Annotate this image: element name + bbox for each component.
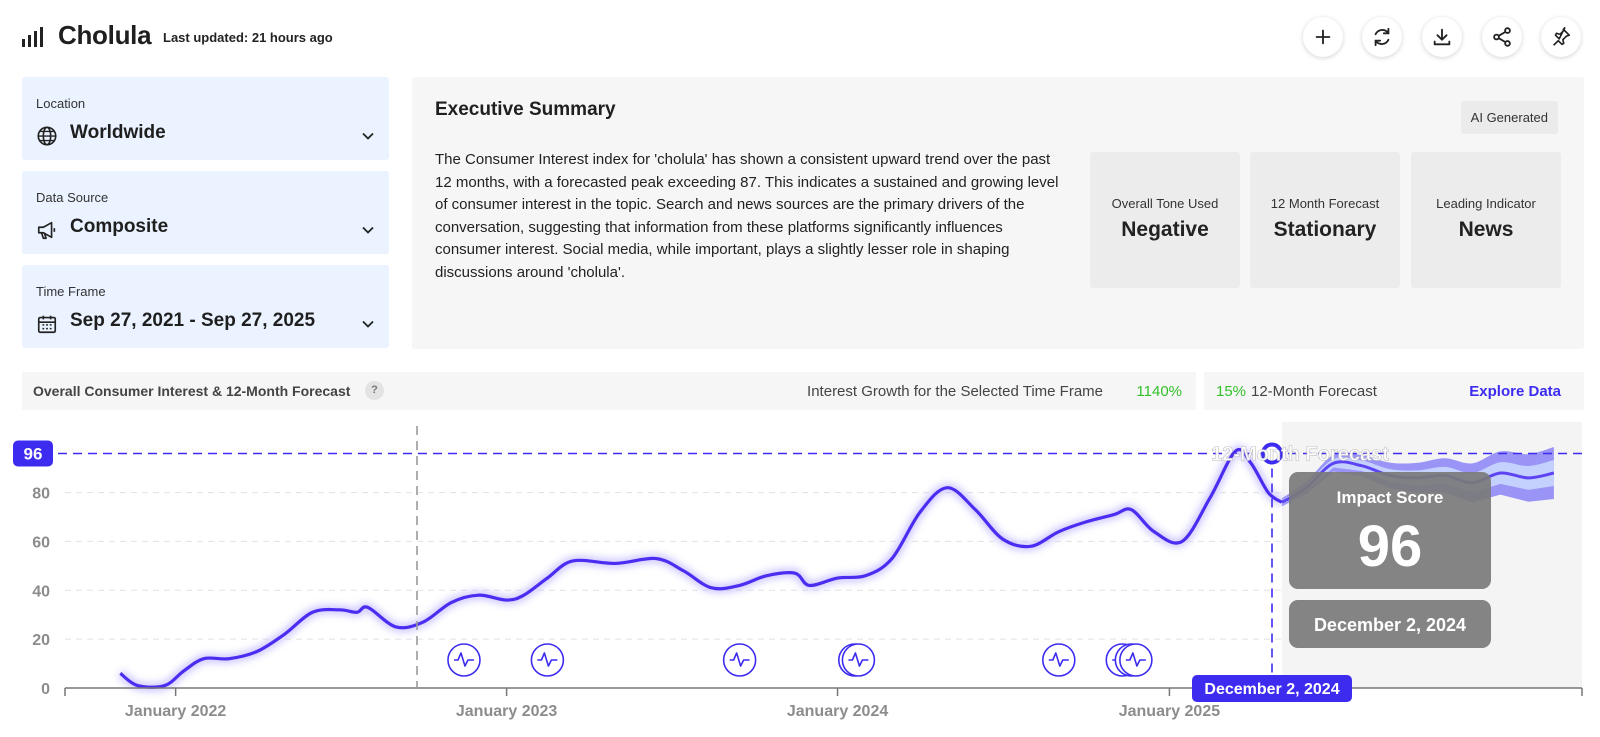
event-marker-circle[interactable] — [722, 643, 757, 677]
globe-icon — [37, 126, 57, 146]
tooltip-date-card — [1289, 600, 1491, 648]
chart-title: Overall Consumer Interest & 12-Month For… — [33, 383, 351, 399]
calendar-icon — [37, 315, 57, 334]
time-frame-label: Time Frame — [36, 284, 106, 299]
summary-title: Executive Summary — [435, 99, 616, 120]
event-marker[interactable] — [530, 643, 565, 677]
summary-text: The Consumer Interest index for 'cholula… — [435, 151, 1059, 281]
tooltip-title: Impact Score — [1337, 488, 1444, 507]
y-tick-label: 60 — [32, 534, 50, 551]
forecast-percent: 15% — [1216, 383, 1247, 400]
pin-button[interactable] — [1541, 17, 1581, 57]
event-marker-circle[interactable] — [530, 643, 565, 677]
event-marker[interactable] — [1042, 643, 1076, 677]
add-button[interactable] — [1303, 17, 1343, 57]
x-tick-label: January 2022 — [125, 703, 227, 720]
data-source-value: Composite — [70, 216, 169, 237]
chevron-down-icon — [362, 132, 374, 140]
stat-value: Negative — [1121, 218, 1209, 241]
event-marker[interactable] — [722, 643, 757, 677]
tooltip-date: December 2, 2024 — [1314, 615, 1466, 635]
event-marker[interactable] — [447, 643, 481, 677]
chevron-down-icon — [362, 320, 374, 328]
pulse-icon — [729, 652, 750, 667]
y-tick-label: 40 — [32, 583, 50, 600]
x-tick-label: January 2024 — [787, 703, 889, 720]
executive-summary-panel: Executive Summary AI Generated The Consu… — [412, 77, 1584, 349]
reference-value: 96 — [24, 444, 43, 463]
pulse-icon — [848, 652, 869, 667]
x-tick-label: January 2023 — [456, 703, 558, 720]
download-button[interactable] — [1422, 17, 1462, 57]
time-frame-value: Sep 27, 2021 - Sep 27, 2025 — [70, 310, 316, 331]
stat-card-leading-indicator: Leading Indicator News — [1411, 152, 1561, 288]
pulse-icon — [537, 652, 558, 667]
stat-label: 12 Month Forecast — [1270, 196, 1380, 211]
bar-chart-icon — [22, 27, 43, 47]
tooltip-card — [1289, 472, 1491, 589]
consumer-interest-chart[interactable]: 0 20 40 60 80 January 2022 January 2023 January… — [0, 420, 1600, 737]
event-marker[interactable] — [1119, 643, 1153, 677]
stat-value: News — [1458, 218, 1514, 241]
growth-value: 1140% — [1136, 383, 1182, 400]
pulse-icon — [1125, 652, 1146, 667]
location-label: Location — [36, 96, 86, 111]
y-tick-label: 0 — [41, 681, 50, 698]
page-title: Cholula — [58, 20, 152, 50]
top-bar: Cholula Last updated: 21 hours ago — [0, 0, 1600, 74]
forecast-header: 15% 12-Month Forecast Explore Data — [1204, 372, 1584, 410]
crosshair-date-badge — [1192, 675, 1352, 702]
share-button[interactable] — [1482, 17, 1522, 57]
event-marker-circle[interactable] — [1042, 643, 1076, 677]
stat-card-tone: Overall Tone Used Negative — [1090, 152, 1240, 288]
refresh-button[interactable] — [1362, 17, 1402, 57]
pulse-icon — [1048, 652, 1069, 667]
chevron-down-icon — [362, 226, 374, 234]
share-icon — [1493, 27, 1511, 47]
event-marker-circle[interactable] — [447, 643, 481, 677]
y-tick-label: 80 — [32, 486, 50, 503]
event-marker-circle[interactable] — [841, 643, 876, 677]
pin-icon — [1553, 27, 1571, 46]
data-source-filter[interactable]: Data Source Composite — [22, 171, 389, 254]
explore-data-link[interactable]: Explore Data — [1469, 383, 1561, 400]
y-tick-label: 20 — [32, 632, 50, 649]
series-line-glow — [117, 445, 1285, 692]
location-value: Worldwide — [70, 122, 166, 143]
crosshair-date-label: December 2, 2024 — [1204, 681, 1339, 698]
tooltip-value: 96 — [1358, 514, 1423, 579]
stat-label: Overall Tone Used — [1111, 196, 1219, 211]
event-marker[interactable] — [841, 643, 876, 677]
forecast-region-label: 12-Month Forecast — [1211, 443, 1389, 465]
x-tick-label: January 2025 — [1119, 703, 1221, 720]
download-icon — [1433, 28, 1451, 46]
event-marker-circle[interactable] — [1119, 643, 1153, 677]
megaphone-icon — [37, 221, 56, 240]
growth-label: Interest Growth for the Selected Time Fr… — [807, 383, 1103, 400]
refresh-icon — [1374, 27, 1390, 47]
chart-header: Overall Consumer Interest & 12-Month For… — [22, 372, 1196, 410]
pulse-icon — [453, 652, 474, 667]
stat-value: Stationary — [1273, 218, 1377, 241]
plus-icon — [1315, 29, 1331, 45]
data-source-label: Data Source — [36, 190, 109, 205]
stat-card-forecast: 12 Month Forecast Stationary — [1250, 152, 1400, 288]
ai-generated-badge: AI Generated — [1460, 101, 1558, 134]
forecast-label: 12-Month Forecast — [1251, 383, 1377, 400]
last-updated-text: Last updated: 21 hours ago — [163, 30, 333, 45]
hover-point — [1261, 442, 1283, 465]
location-filter[interactable]: Location Worldwide — [22, 77, 389, 160]
reference-badge — [13, 440, 53, 467]
stat-label: Leading Indicator — [1436, 196, 1536, 211]
help-icon[interactable]: ? — [365, 381, 384, 400]
series-line — [119, 447, 1283, 689]
time-frame-filter[interactable]: Time Frame Sep 27, 2021 - Sep 27, 2025 — [22, 265, 389, 348]
